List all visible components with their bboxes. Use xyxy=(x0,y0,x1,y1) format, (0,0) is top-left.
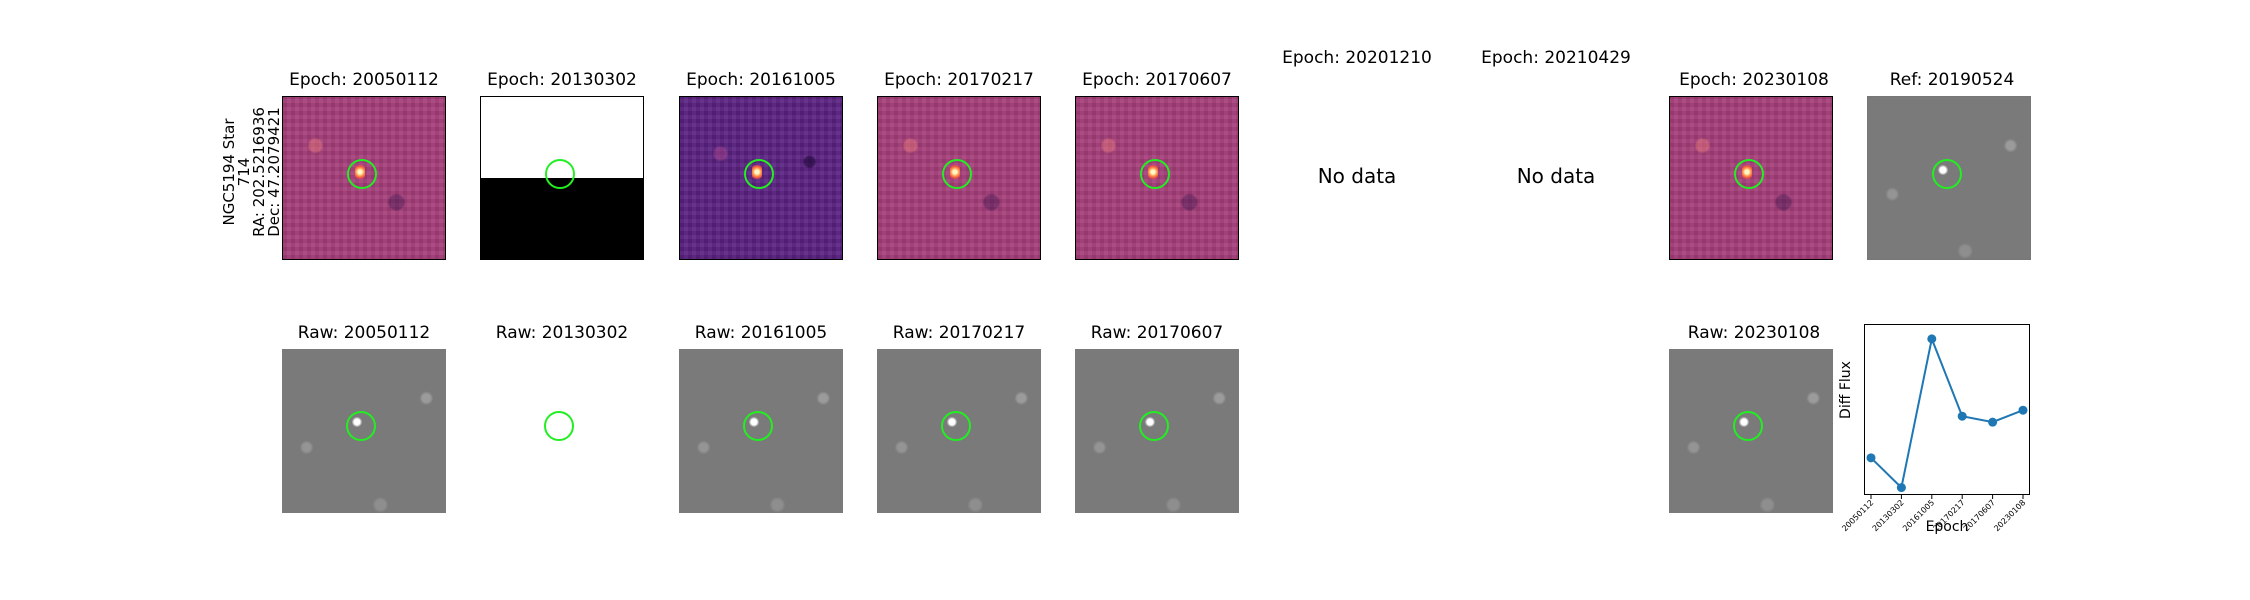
epoch-title: Epoch: 20210429 xyxy=(1481,48,1631,68)
no-data-message: No data xyxy=(1516,164,1596,188)
raw-image xyxy=(480,349,644,513)
aperture-circle xyxy=(544,411,574,441)
data-point xyxy=(1896,483,1906,493)
data-point xyxy=(1927,334,1937,344)
raw-image xyxy=(1075,349,1239,513)
difference-image xyxy=(877,96,1041,260)
raw-title: Raw: 20170607 xyxy=(1090,323,1224,343)
aperture-circle xyxy=(1734,159,1764,189)
aperture-circle xyxy=(545,159,575,189)
raw-title: Raw: 20161005 xyxy=(694,323,828,343)
epoch-title: Epoch: 20170607 xyxy=(1082,70,1232,90)
aperture-circle xyxy=(346,411,376,441)
raw-title: Raw: 20050112 xyxy=(297,323,431,343)
target-label: NGC5194 Star 714 RA: 202.5216936 Dec: 47… xyxy=(220,102,283,242)
aperture-circle xyxy=(347,159,377,189)
aperture-circle xyxy=(942,159,972,189)
plot-frame xyxy=(1864,324,2030,495)
reference-image xyxy=(1867,96,2031,260)
data-point xyxy=(1957,411,1967,421)
difference-image xyxy=(480,96,644,260)
light-curve-chart: 2005011220130302201610052017021720170607… xyxy=(1840,324,2030,535)
aperture-circle xyxy=(1139,411,1169,441)
raw-image xyxy=(877,349,1041,513)
data-point xyxy=(1866,453,1876,463)
aperture-circle xyxy=(1932,159,1962,189)
series-line xyxy=(1870,335,2024,490)
epoch-title: Epoch: 20050112 xyxy=(289,70,439,90)
aperture-circle xyxy=(743,411,773,441)
data-point xyxy=(2018,405,2028,415)
raw-title: Raw: 20170217 xyxy=(892,323,1026,343)
difference-image xyxy=(282,96,446,260)
x-tick-label: 20050112 xyxy=(1840,498,1875,533)
difference-image xyxy=(1669,96,1833,260)
epoch-title: Epoch: 20161005 xyxy=(686,70,836,90)
raw-image xyxy=(1669,349,1833,513)
epoch-title: Epoch: 20130302 xyxy=(487,70,637,90)
x-tick-label: 20130302 xyxy=(1871,498,1906,533)
y-axis-label: Diff Flux xyxy=(1838,361,1854,419)
plot-marks xyxy=(1866,334,2028,493)
aperture-circle xyxy=(1140,159,1170,189)
x-tick-label: 20230108 xyxy=(1992,498,2027,533)
difference-image xyxy=(1075,96,1239,260)
no-data-message: No data xyxy=(1317,164,1397,188)
ref-title: Ref: 20190524 xyxy=(1889,70,2015,90)
epoch-title: Epoch: 20230108 xyxy=(1679,70,1829,90)
data-point xyxy=(1988,417,1998,427)
raw-image xyxy=(679,349,843,513)
aperture-circle xyxy=(744,159,774,189)
difference-image xyxy=(679,96,843,260)
aperture-circle xyxy=(1733,411,1763,441)
aperture-circle xyxy=(941,411,971,441)
raw-image xyxy=(282,349,446,513)
epoch-title: Epoch: 20170217 xyxy=(884,70,1034,90)
target-dec: Dec: 47.2079421 xyxy=(265,107,283,237)
raw-title: Raw: 20130302 xyxy=(495,323,629,343)
target-name: NGC5194 Star 714 xyxy=(220,118,253,226)
raw-title: Raw: 20230108 xyxy=(1687,323,1821,343)
epoch-title: Epoch: 20201210 xyxy=(1282,48,1432,68)
x-axis-label: Epoch xyxy=(1926,519,1969,535)
